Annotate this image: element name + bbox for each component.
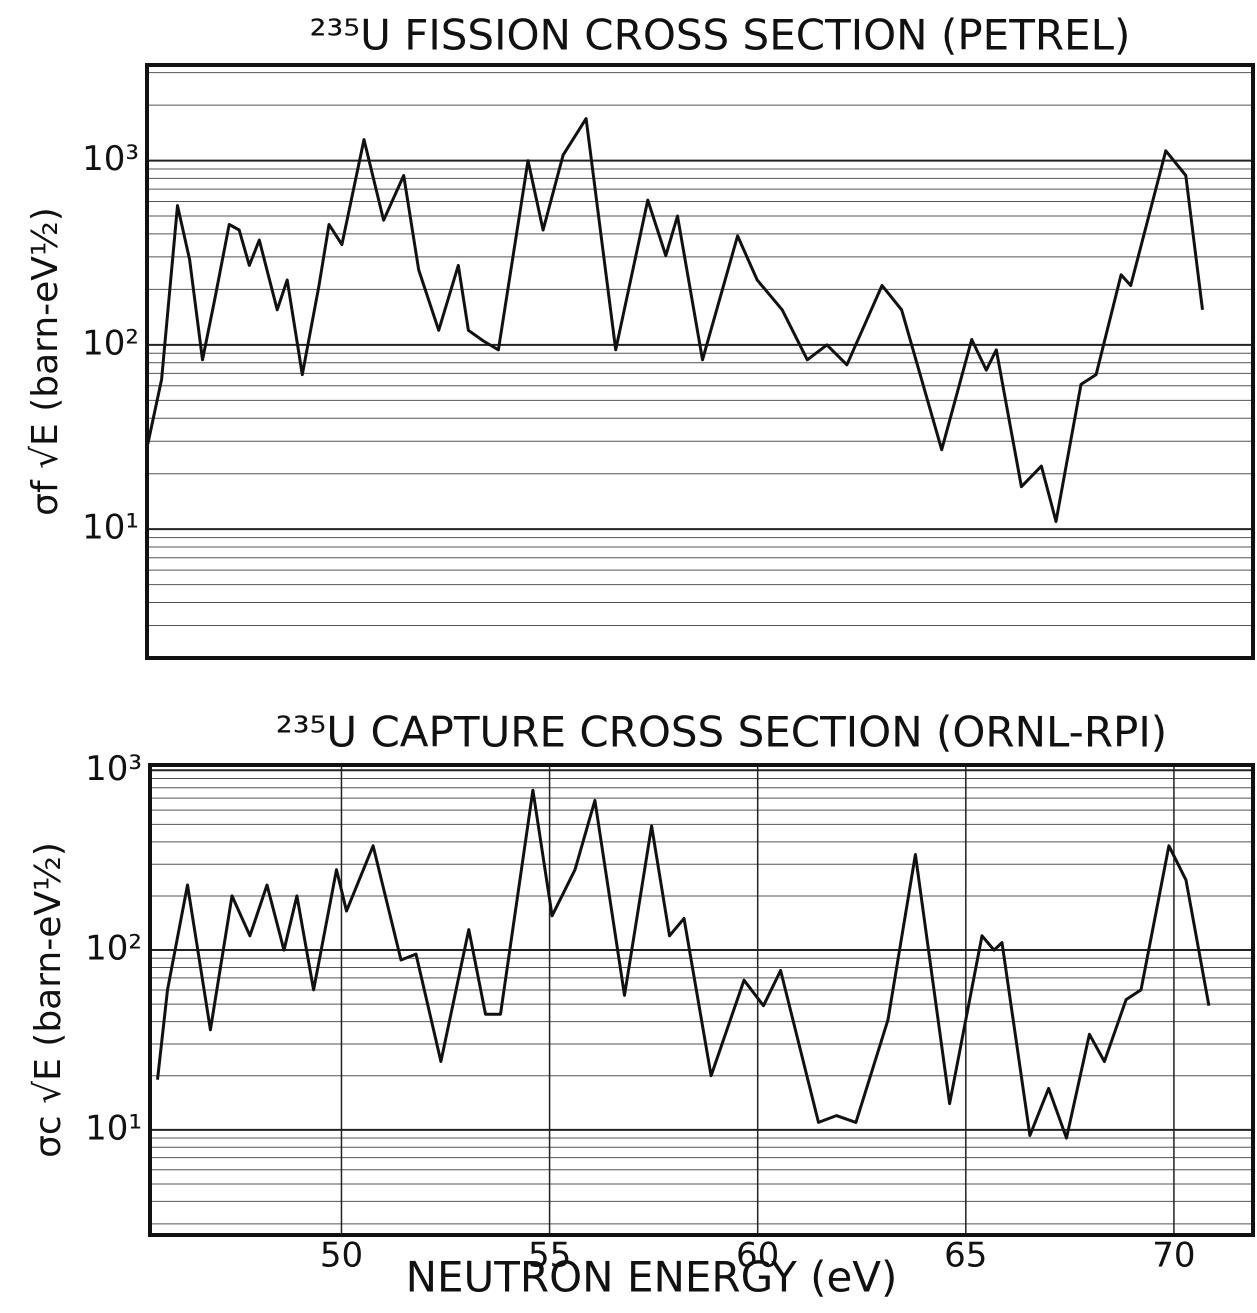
x-tick-label: 50 — [320, 1236, 363, 1276]
plot-frame — [145, 63, 1255, 660]
plot-frame — [148, 763, 1255, 1237]
y-tick-label: 10³ — [85, 749, 142, 789]
y-axis-label: σc √E (barn-eV½) — [28, 842, 69, 1158]
y-tick-label: 10² — [85, 929, 142, 969]
y-axis-label: σf √E (barn-eV½) — [25, 207, 66, 516]
y-tick-label: 10³ — [82, 139, 139, 179]
x-tick-label: 55 — [528, 1236, 571, 1276]
y-tick-label: 10² — [82, 323, 139, 363]
y-tick-label: 10¹ — [82, 508, 139, 548]
chart-title: ²³⁵U CAPTURE CROSS SECTION (ORNL-RPI) — [276, 708, 1167, 757]
chart-title: ²³⁵U FISSION CROSS SECTION (PETREL) — [310, 11, 1131, 60]
x-axis-label: NEUTRON ENERGY (eV) — [406, 1253, 898, 1302]
x-tick-label: 70 — [1152, 1236, 1195, 1276]
x-tick-label: 60 — [736, 1236, 779, 1276]
data-line — [146, 117, 1204, 523]
y-tick-label: 10¹ — [85, 1108, 142, 1148]
data-line — [156, 788, 1211, 1140]
x-tick-label: 65 — [944, 1236, 987, 1276]
